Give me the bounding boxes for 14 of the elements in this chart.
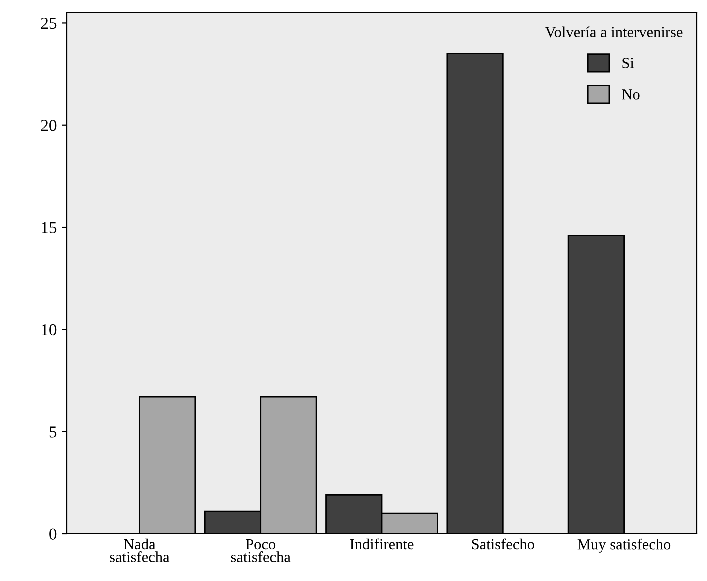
x-tick-label: Poco satisfecha (231, 539, 291, 562)
y-tick-label: 10 (42, 324, 57, 336)
legend-title: Volvería a intervenirse (545, 26, 683, 38)
legend-label: Si (622, 58, 634, 68)
x-tick-label: Satisfecho (472, 538, 534, 550)
legend-label: No (622, 90, 640, 100)
y-tick-label: 20 (41, 120, 57, 132)
x-tick-label: Muy satisfecho (578, 538, 671, 553)
y-tick-label: 0 (50, 528, 57, 540)
x-tick-label: Nada satisfecha (110, 538, 170, 562)
y-tick-label: 15 (42, 222, 57, 234)
y-tick-label: 25 (41, 18, 57, 30)
y-tick-label: 5 (50, 426, 57, 438)
x-tick-label: Indifirente (350, 538, 414, 550)
